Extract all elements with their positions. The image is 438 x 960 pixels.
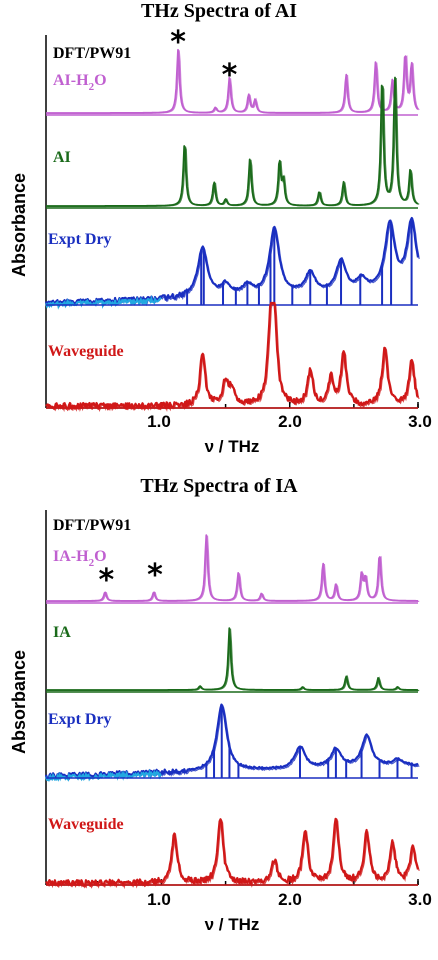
dimer-label: AI-H2O: [53, 72, 107, 93]
asterisk-mark: *: [170, 25, 186, 60]
chart-ai: THz Spectra of AI Absorbance ν / THz 1.0…: [9, 0, 432, 456]
x-tick-label: 2.0: [278, 890, 302, 909]
series-line-overlay: [47, 77, 420, 208]
series-line-overlay: [46, 819, 420, 890]
chart-title: THz Spectra of AI: [141, 0, 297, 22]
x-axis-label: ν / THz: [205, 437, 260, 456]
series-line-overlay: [47, 50, 420, 115]
subscript: 2: [89, 81, 95, 93]
x-tick-label: 2.0: [278, 412, 302, 431]
monomer-label: AI: [53, 149, 71, 166]
y-axis-label: Absorbance: [9, 650, 29, 754]
x-tick-label: 1.0: [147, 890, 171, 909]
method-label: DFT/PW91: [53, 517, 131, 534]
series-line-overlay: [47, 628, 420, 692]
y-axis-label: Absorbance: [9, 173, 29, 277]
monomer-label: IA: [53, 624, 71, 641]
series-line-overlay: [46, 303, 420, 413]
asterisk-mark: *: [98, 563, 114, 598]
x-tick-label: 1.0: [147, 412, 171, 431]
series-line-overlay: [47, 535, 420, 603]
asterisk-mark: *: [222, 58, 238, 93]
asterisk-mark: *: [147, 558, 163, 593]
expt-label: Expt Dry: [48, 231, 112, 248]
x-tick-label: 3.0: [408, 412, 432, 431]
expt-label: Expt Dry: [48, 711, 112, 728]
chart-title: THz Spectra of IA: [140, 475, 298, 497]
method-label: DFT/PW91: [53, 45, 131, 62]
x-tick-label: 3.0: [408, 890, 432, 909]
dimer-label: IA-H2O: [53, 548, 107, 569]
waveguide-label: Waveguide: [48, 343, 124, 360]
waveguide-label: Waveguide: [48, 816, 124, 833]
subscript: 2: [89, 557, 95, 569]
series-line: [46, 534, 418, 602]
chart-ia: THz Spectra of IA Absorbance ν / THz 1.0…: [9, 475, 432, 934]
x-axis-label: ν / THz: [205, 915, 260, 934]
